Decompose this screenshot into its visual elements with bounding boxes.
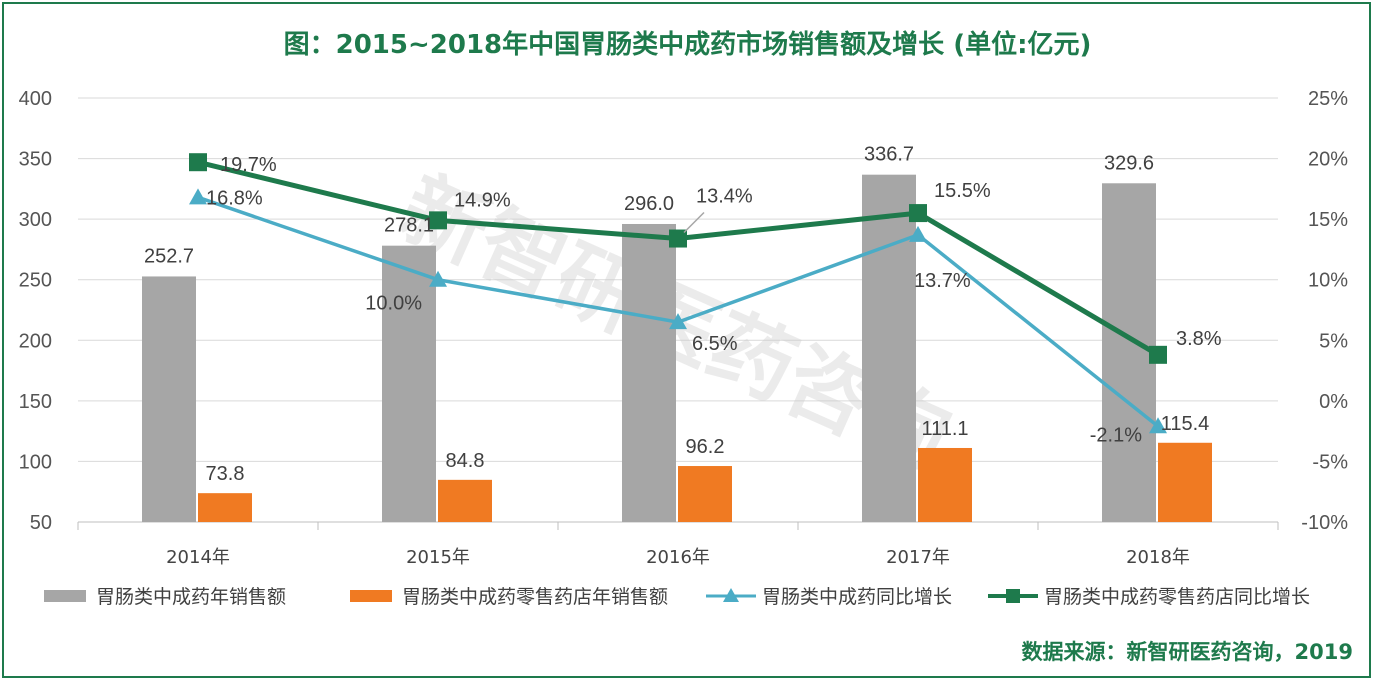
bar-retail	[1158, 442, 1212, 522]
y-left-tick-label: 250	[19, 270, 52, 292]
x-tick-label: 2017年	[886, 547, 950, 568]
line-data-label: 15.5%	[934, 180, 991, 202]
line-data-label: 13.4%	[696, 186, 753, 208]
axes-layer: 50 100 150 200 250 300 350 400 -10% -5% 0% 5% 10% 15%…	[19, 88, 1349, 568]
bar-total	[142, 276, 196, 522]
y-right-tick-label: -10%	[1301, 512, 1348, 534]
lines-layer	[189, 153, 1167, 434]
x-tick-label: 2016年	[646, 547, 710, 568]
marker-triangle	[669, 313, 687, 330]
marker-square	[909, 204, 927, 223]
y-left-tick-label: 100	[19, 451, 52, 473]
bar-data-label: 96.2	[686, 436, 725, 458]
y-right-tick-label: 20%	[1308, 149, 1348, 171]
legend-marker-square	[1006, 589, 1020, 603]
source-note: 数据来源：新智研医药咨询，2019	[1021, 640, 1353, 664]
x-tick-label: 2018年	[1126, 547, 1190, 568]
y-right-tick-label: 25%	[1308, 88, 1348, 110]
bar-retail	[438, 479, 492, 522]
bar-data-label: 73.8	[206, 463, 245, 485]
marker-triangle	[1149, 417, 1167, 434]
line-data-label: -2.1%	[1090, 424, 1142, 446]
bar-retail	[678, 466, 732, 522]
marker-triangle	[909, 225, 927, 242]
bar-total	[622, 223, 676, 522]
marker-square	[1149, 345, 1167, 364]
label-leader-line	[683, 211, 705, 234]
line-data-label: 6.5%	[692, 333, 738, 355]
legend-marker-triangle	[723, 588, 739, 602]
x-tick-label: 2014年	[166, 547, 230, 568]
line-data-label: 14.9%	[454, 189, 511, 211]
y-left-tick-label: 200	[19, 330, 52, 352]
y-right-tick-label: 10%	[1308, 270, 1348, 292]
marker-square	[669, 229, 687, 248]
marker-triangle	[429, 270, 447, 287]
line-data-label: 3.8%	[1176, 328, 1222, 350]
bar-retail	[198, 493, 252, 522]
y-left-tick-label: 300	[19, 209, 52, 231]
chart-title: 图：2015~2018年中国胃肠类中成药市场销售额及增长 (单位:亿元)	[283, 30, 1092, 60]
line-data-label: 13.7%	[914, 270, 971, 292]
bar-data-label: 296.0	[624, 193, 674, 215]
bar-total	[862, 174, 916, 523]
legend-swatch	[44, 590, 86, 602]
marker-triangle	[189, 188, 207, 205]
bar-data-label: 111.1	[921, 418, 968, 440]
bar-retail	[918, 447, 972, 522]
y-left-tick-label: 350	[19, 149, 52, 171]
line-data-label: 16.8%	[206, 187, 263, 209]
marker-square	[189, 153, 207, 172]
bar-data-label: 336.7	[864, 144, 914, 166]
bar-data-label: 252.7	[144, 245, 194, 267]
y-left-tick-label: 150	[19, 391, 52, 413]
y-left-tick-label: 400	[19, 88, 52, 110]
bar-data-label: 84.8	[446, 450, 485, 472]
legend-label: 胃肠类中成药年销售额	[96, 586, 286, 608]
legend-label: 胃肠类中成药零售药店年销售额	[402, 586, 668, 608]
y-left-tick-label: 50	[30, 512, 52, 534]
legend-label: 胃肠类中成药零售药店同比增长	[1044, 586, 1310, 608]
line-data-label: 10.0%	[365, 293, 422, 315]
data-labels-layer: 252.7 278.1 296.0 336.7 329.6 73.8 84.8 96.2 111…	[144, 144, 1222, 485]
legend-label: 胃肠类中成药同比增长	[762, 586, 952, 608]
y-right-tick-label: 5%	[1319, 330, 1348, 352]
bar-data-label: 278.1	[384, 215, 434, 237]
legend: 胃肠类中成药年销售额 胃肠类中成药零售药店年销售额 胃肠类中成药同比增长 胃肠类中成药…	[44, 586, 1310, 608]
bar-total	[382, 245, 436, 522]
legend-swatch	[350, 590, 392, 602]
bar-data-label: 329.6	[1104, 152, 1154, 174]
grid-lines	[78, 97, 1278, 523]
marker-square	[429, 211, 447, 230]
bars-layer	[142, 174, 1212, 523]
bar-data-label: 115.4	[1161, 413, 1210, 435]
x-tick-label: 2015年	[406, 547, 470, 568]
line-data-label: 19.7%	[220, 154, 277, 176]
y-right-tick-label: 0%	[1319, 391, 1348, 413]
y-right-tick-label: 15%	[1308, 209, 1348, 231]
bar-total	[1102, 183, 1156, 522]
y-right-tick-label: -5%	[1312, 451, 1348, 473]
